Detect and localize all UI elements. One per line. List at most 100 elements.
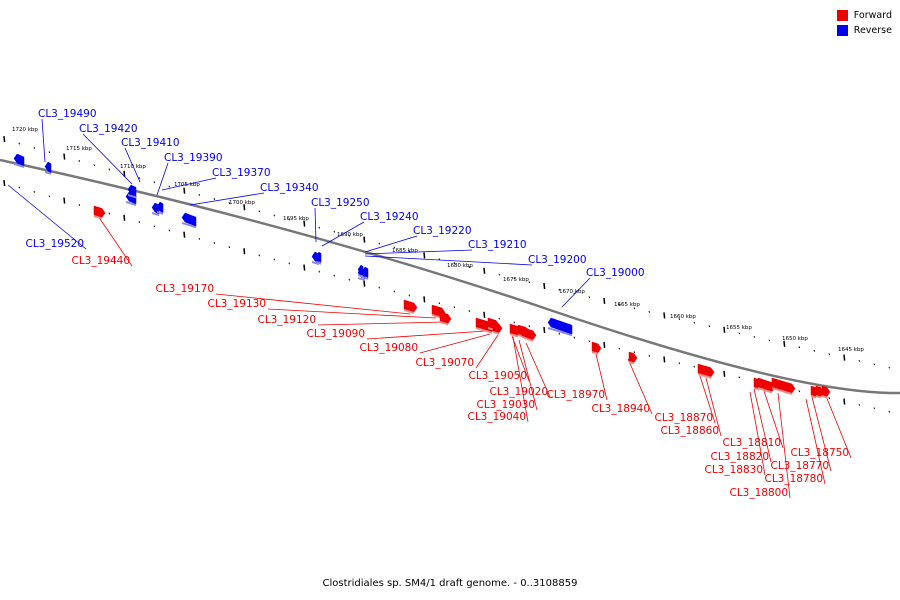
cl3-18770-label[interactable]: CL3_18770	[770, 460, 829, 472]
cl3-19200-label[interactable]: CL3_19200	[528, 254, 587, 266]
cl3-18770-leader	[811, 396, 832, 472]
cl3-19200-feature-shadow	[358, 274, 363, 278]
lower-track-tick	[543, 326, 546, 334]
upper-track-tick	[543, 282, 546, 290]
cl3-19410-leader	[124, 147, 141, 183]
upper-track-tick	[618, 303, 621, 306]
cl3-18830-leader	[749, 391, 766, 476]
scale-tick-label: 1695 kbp	[283, 216, 309, 222]
cl3-19210-label[interactable]: CL3_19210	[468, 239, 527, 251]
cl3-18940-feature[interactable]	[628, 351, 638, 363]
upper-track-tick	[798, 346, 801, 349]
cl3-18870-label[interactable]: CL3_18870	[654, 412, 713, 424]
cl3-19030-label[interactable]: CL3_19030	[476, 399, 535, 411]
cl3-19250-leader	[314, 207, 317, 243]
upper-track-tick	[468, 266, 471, 268]
upper-track-tick	[813, 349, 816, 352]
upper-track-tick	[183, 187, 186, 194]
cl3-19170-feature[interactable]	[403, 299, 418, 313]
cl3-19410-feature[interactable]	[127, 184, 137, 197]
cl3-18970-label[interactable]: CL3_18970	[546, 389, 605, 401]
forward-swatch	[836, 10, 848, 21]
cl3-19440-label[interactable]: CL3_19440	[71, 255, 130, 267]
cl3-19490-label[interactable]: CL3_19490	[38, 108, 97, 120]
cl3-18860-feature-shadow	[705, 375, 711, 379]
cl3-18810-feature-shadow	[754, 387, 759, 391]
cl3-18750-label[interactable]: CL3_18750	[790, 447, 849, 459]
cl3-18800-label[interactable]: CL3_18800	[729, 487, 788, 499]
cl3-18780-feature[interactable]	[815, 385, 825, 397]
lower-track-tick	[498, 317, 501, 320]
cl3-18820-label[interactable]: CL3_18820	[710, 451, 769, 463]
cl3-18780-feature-shadow	[816, 395, 821, 399]
cl3-19520-feature[interactable]	[13, 153, 25, 167]
upper-track-tick	[78, 159, 81, 162]
cl3-19240-label[interactable]: CL3_19240	[360, 211, 419, 223]
cl3-19040-label[interactable]: CL3_19040	[467, 411, 526, 423]
legend-item-forward: Forward	[836, 8, 892, 23]
cl3-18800-feature[interactable]	[771, 377, 796, 394]
cl3-19440-feature-shadow	[94, 215, 102, 220]
cl3-19040-feature[interactable]	[526, 328, 537, 341]
cl3-19520-leader	[7, 184, 87, 250]
cl3-18940-label[interactable]: CL3_18940	[591, 403, 650, 415]
lower-track-tick	[603, 341, 606, 348]
scale-tick-label: 1670 kbp	[559, 289, 585, 295]
cl3-19490-feature-shadow	[45, 171, 51, 175]
cl3-19370-feature[interactable]	[156, 201, 164, 214]
cl3-19340-feature[interactable]	[181, 212, 197, 227]
lower-track-tick	[588, 340, 591, 343]
cl3-19390-label[interactable]: CL3_19390	[164, 152, 223, 164]
cl3-18860-label[interactable]: CL3_18860	[660, 425, 719, 437]
cl3-18780-label[interactable]: CL3_18780	[764, 473, 823, 485]
cl3-19080-label[interactable]: CL3_19080	[359, 342, 418, 354]
cl3-19120-label[interactable]: CL3_19120	[257, 314, 316, 326]
lower-track-tick	[63, 197, 66, 204]
cl3-19130-label[interactable]: CL3_19130	[207, 298, 266, 310]
cl3-18860-feature[interactable]	[704, 365, 715, 378]
cl3-18970-feature[interactable]	[591, 341, 602, 354]
cl3-19370-leader	[161, 177, 217, 191]
cl3-19000-feature-shadow	[548, 327, 572, 337]
upper-track-tick	[48, 151, 51, 154]
cl3-18750-leader	[825, 395, 852, 459]
cl3-19220-feature-shadow	[358, 277, 365, 282]
lower-track-tick	[843, 398, 846, 405]
lower-track-tick	[558, 332, 561, 335]
cl3-19200-feature[interactable]	[357, 264, 364, 276]
cl3-19490-feature[interactable]	[44, 161, 52, 174]
cl3-19340-label[interactable]: CL3_19340	[260, 182, 319, 194]
cl3-19410-label[interactable]: CL3_19410	[121, 137, 180, 149]
cl3-18780-leader	[805, 398, 826, 485]
cl3-19090-label[interactable]: CL3_19090	[306, 328, 365, 340]
lower-track-tick	[678, 362, 681, 365]
cl3-19370-label[interactable]: CL3_19370	[212, 167, 271, 179]
cl3-19000-label[interactable]: CL3_19000	[586, 267, 645, 279]
cl3-19420-label[interactable]: CL3_19420	[79, 123, 138, 135]
cl3-18830-label[interactable]: CL3_18830	[704, 464, 763, 476]
scale-tick-label: 1720 kbp	[12, 127, 38, 133]
cl3-19240-feature[interactable]	[315, 251, 322, 263]
upper-track-tick	[588, 296, 591, 299]
cl3-18870-feature-shadow	[698, 373, 706, 378]
lower-track-tick	[123, 214, 126, 221]
cl3-19120-feature[interactable]	[439, 311, 452, 324]
cl3-19050-label[interactable]: CL3_19050	[468, 370, 527, 382]
cl3-19170-label[interactable]: CL3_19170	[155, 283, 214, 295]
cl3-19020-label[interactable]: CL3_19020	[489, 386, 548, 398]
cl3-19070-feature[interactable]	[492, 321, 503, 334]
cl3-19220-label[interactable]: CL3_19220	[413, 225, 472, 237]
cl3-19520-label[interactable]: CL3_19520	[25, 238, 84, 250]
cl3-19440-feature[interactable]	[93, 205, 106, 218]
cl3-19250-label[interactable]: CL3_19250	[311, 197, 370, 209]
upper-track-tick	[483, 267, 486, 274]
cl3-19070-label[interactable]: CL3_19070	[415, 357, 474, 369]
upper-track-tick	[258, 210, 261, 213]
cl3-18750-feature-shadow	[822, 395, 827, 399]
cl3-18810-label[interactable]: CL3_18810	[722, 437, 781, 449]
cl3-19130-feature-shadow	[432, 314, 442, 319]
cl3-19020-leader	[525, 342, 551, 398]
cl3-19000-feature[interactable]	[547, 317, 573, 335]
cl3-19050-feature-shadow	[510, 333, 518, 338]
upper-track-tick	[633, 307, 636, 310]
